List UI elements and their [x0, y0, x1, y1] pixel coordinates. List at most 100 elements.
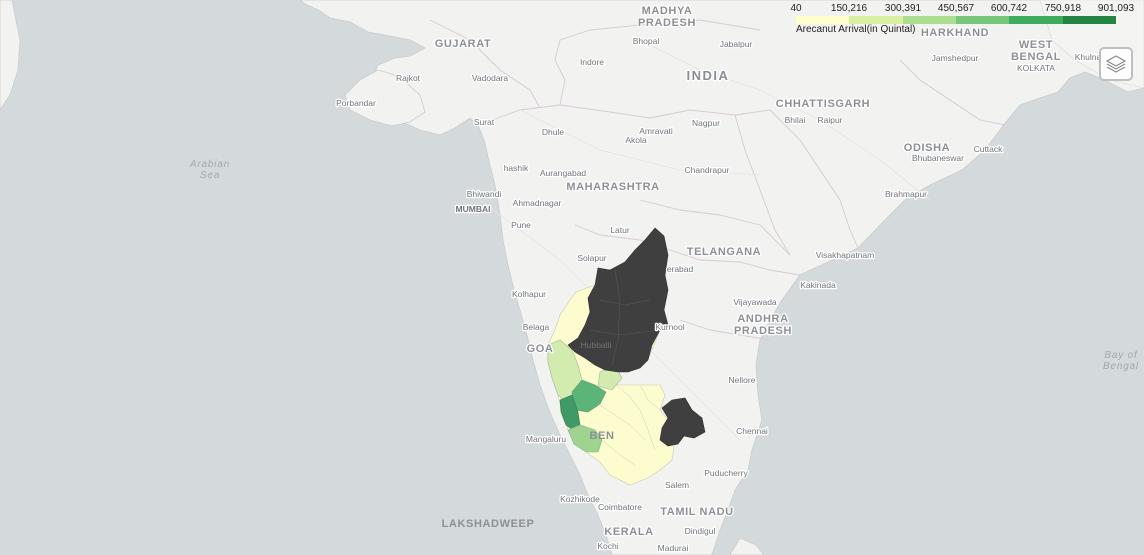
city-solapur: Solapur: [577, 253, 606, 263]
city-dhule: Dhule: [542, 127, 564, 137]
label-madhya-pradesh-2: PRADESH: [638, 17, 696, 29]
city-bhilai: Bhilai: [785, 115, 806, 125]
district-north-block[interactable]: [567, 227, 669, 373]
district-lines-dark: [589, 269, 661, 366]
city-bhiwandi: Bhiwandi: [467, 189, 502, 199]
city-pune: Pune: [511, 220, 531, 230]
label-bay-of-bengal-2: Bengal: [1103, 361, 1139, 372]
city-vijayawada: Vijayawada: [733, 297, 777, 307]
city-labels: Bhopal Jabalpur Indore Rajkot Vadodara P…: [335, 14, 1103, 555]
district-lines: [597, 379, 661, 466]
label-maharashtra: MAHARASHTRA: [566, 181, 659, 193]
district-dakshina-kannada[interactable]: [567, 424, 603, 453]
city-jamshedpur: Jamshedpur: [932, 53, 979, 63]
city-salem: Salem: [665, 480, 689, 490]
label-telangana: TELANGANA: [687, 246, 761, 258]
label-kerala: KERALA: [604, 526, 653, 538]
city-kakinada: Kakinada: [800, 280, 836, 290]
city-aurangabad: Aurangabad: [540, 168, 587, 178]
legend-tick-6: 901,093: [1097, 3, 1135, 14]
city-bhopal: Bhopal: [633, 36, 660, 46]
city-nellore: Nellore: [729, 375, 756, 385]
label-tamil-nadu: TAMIL NADU: [660, 506, 733, 518]
legend-tick-2: 300,391: [884, 3, 922, 14]
label-india: INDIA: [687, 68, 730, 83]
legend-swatch-4: [1009, 16, 1063, 24]
label-west-bengal-1: WEST: [1019, 39, 1053, 51]
city-kochi: Kochi: [597, 541, 618, 551]
city-dindigul: Dindigul: [685, 526, 716, 536]
state-borders: [429, 19, 1006, 341]
label-arabian-sea-1: Arabian: [189, 159, 230, 170]
legend-ticks: 40 150,216 300,391 450,567 600,742 750,9…: [790, 3, 1134, 15]
karnataka-districts[interactable]: [547, 227, 706, 486]
district-east-block[interactable]: [659, 397, 706, 447]
city-surat: Surat: [474, 117, 495, 127]
city-indore: Indore: [580, 57, 604, 67]
city-khulna: Khulna: [1075, 52, 1102, 62]
label-madhya-pradesh-1: MADHYA: [642, 5, 693, 17]
label-odisha: ODISHA: [904, 142, 950, 154]
city-mumbai: MUMBAI: [456, 204, 491, 214]
city-coimbatore: Coimbatore: [598, 502, 642, 512]
city-madurai: Madurai: [658, 543, 689, 553]
legend-tick-5: 750,918: [1044, 3, 1082, 14]
city-vadodara: Vadodara: [472, 73, 509, 83]
city-latur: Latur: [610, 225, 630, 235]
city-porbandar: Porbandar: [336, 98, 376, 108]
label-west-bengal-2: BENGAL: [1011, 51, 1061, 63]
label-jharkhand: HARKHAND: [921, 27, 989, 39]
label-chhattisgarh: CHHATTISGARH: [776, 98, 870, 110]
city-raipur: Raipur: [817, 115, 842, 125]
legend-swatch-5: [1062, 16, 1116, 24]
label-arabian-sea-2: Sea: [200, 170, 220, 181]
city-nagpur: Nagpur: [692, 118, 720, 128]
legend-title: Arecanut Arrival(in Quintal): [796, 24, 916, 35]
legend-swatch-3: [955, 16, 1010, 24]
map-legend: 40 150,216 300,391 450,567 600,742 750,9…: [790, 2, 1134, 36]
city-cuttack: Cuttack: [974, 144, 1004, 154]
city-puducherry: Puducherry: [704, 468, 748, 478]
legend-swatch-0: [796, 16, 850, 24]
legend-swatch-2: [902, 16, 956, 24]
label-gujarat: GUJARAT: [435, 38, 492, 50]
legend-tick-0: 40: [790, 3, 802, 14]
city-ahmadnagar: Ahmadnagar: [513, 198, 562, 208]
legend-tick-4: 600,742: [990, 3, 1028, 14]
city-visakhapatnam: Visakhapatnam: [816, 250, 874, 260]
city-mangaluru: Mangaluru: [526, 434, 566, 444]
city-nashik: hashik: [504, 163, 529, 173]
legend-color-bar: [796, 16, 1116, 24]
city-jabalpur: Jabalpur: [720, 39, 753, 49]
label-lakshadweep: LAKSHADWEEP: [442, 518, 535, 530]
city-kurnool: Kurnool: [655, 322, 684, 332]
city-hubballi: Hubballi: [581, 340, 612, 350]
city-bengaluru: BEN: [589, 430, 614, 442]
city-akola: Akola: [625, 135, 647, 145]
layers-control-button[interactable]: [1099, 47, 1133, 81]
city-chennai: Chennai: [736, 426, 768, 436]
city-hyderabad: erabad: [667, 264, 694, 274]
label-goa: GOA: [527, 343, 554, 355]
legend-tick-1: 150,216: [830, 3, 868, 14]
city-kolhapur: Kolhapur: [512, 289, 546, 299]
legend-swatch-1: [849, 16, 903, 24]
city-chandrapur: Chandrapur: [685, 165, 730, 175]
city-kolkata: KOLKATA: [1017, 63, 1055, 73]
legend-tick-3: 450,567: [937, 3, 975, 14]
sri-lanka: [729, 537, 765, 555]
label-bay-of-bengal-1: Bay of: [1104, 350, 1138, 361]
label-andhra-1: ANDHRA: [737, 313, 788, 325]
label-andhra-2: PRADESH: [734, 325, 792, 337]
city-belagavi: Belaga: [523, 322, 550, 332]
city-brahmapur: Brahmapur: [885, 189, 927, 199]
city-bhubaneswar: Bhubaneswar: [912, 153, 964, 163]
city-kozhikode: Kozhikode: [560, 494, 600, 504]
gujarat-peninsula: [344, 69, 426, 127]
west-land: [0, 0, 21, 111]
city-rajkot: Rajkot: [396, 73, 421, 83]
city-amravati: Amravati: [639, 126, 673, 136]
region-labels: MADHYA PRADESH GUJARAT INDIA HARKHAND WE…: [189, 4, 1139, 540]
layers-icon: [1105, 55, 1127, 73]
